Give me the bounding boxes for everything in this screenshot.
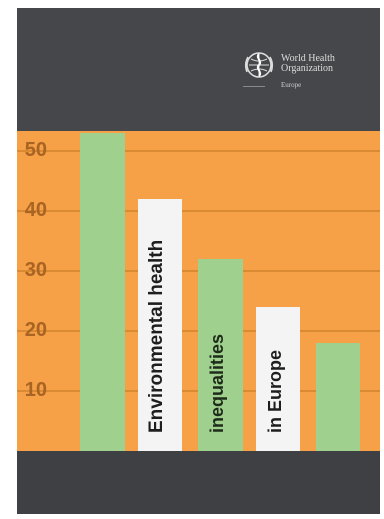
cover-bar-chart: 50 40 30 20 10 Environmental health inequaliti… [17,131,380,451]
y-tick-label: 30 [24,259,47,281]
who-logo: World Health Organization Europe [241,48,371,92]
y-tick-label: 10 [24,379,47,401]
title-panel-text: in Europe [264,349,285,433]
title-panel: Environmental health [138,199,182,451]
gridline [17,210,380,212]
y-tick-label: 40 [24,199,47,221]
who-emblem-icon [244,52,274,78]
chart-bar [80,133,125,451]
title-panel: in Europe [256,307,300,451]
cover-footer [17,451,380,514]
chart-bar [316,343,360,451]
report-cover: World Health Organization Europe 50 40 30 2… [17,8,380,514]
title-panel-text: Environmental health [145,239,167,433]
y-tick-label: 50 [24,139,47,161]
organization-name-line1: World Health [281,53,335,64]
chart-bar: inequalities [198,259,243,451]
organization-name-line2: Organization [281,63,334,74]
gridline [17,150,380,152]
title-panel-text: inequalities [207,333,228,433]
logo-divider [243,86,265,87]
organization-region: Europe [281,81,302,89]
cover-header: World Health Organization Europe [17,8,380,131]
y-tick-label: 20 [24,319,47,341]
